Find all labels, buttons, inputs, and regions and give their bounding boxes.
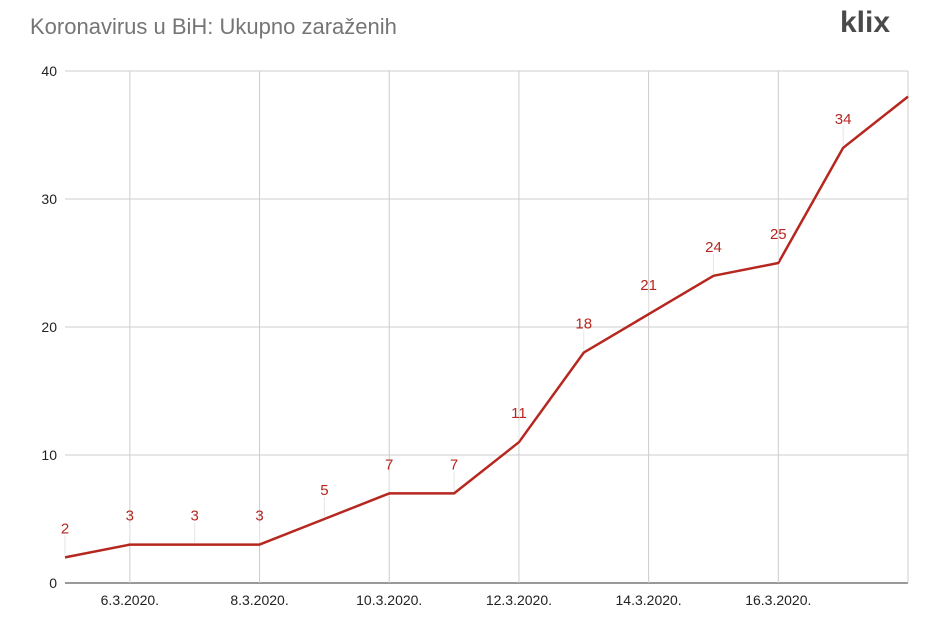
x-tick-label: 8.3.2020. [230, 592, 288, 608]
y-tick-label: 40 [41, 63, 57, 79]
y-tick-label: 20 [41, 319, 57, 335]
y-tick-label: 30 [41, 191, 57, 207]
logo-text: klix [840, 6, 890, 39]
x-tick-label: 10.3.2020. [356, 592, 422, 608]
data-label: 3 [126, 508, 134, 525]
chart-title: Koronavirus u BiH: Ukupno zaraženih [30, 14, 397, 39]
data-label: 24 [705, 239, 722, 256]
data-label: 7 [450, 456, 458, 473]
y-tick-label: 0 [49, 575, 57, 591]
data-label: 34 [835, 111, 852, 128]
x-tick-label: 16.3.2020. [745, 592, 811, 608]
data-label: 18 [575, 316, 592, 333]
y-tick-label: 10 [41, 447, 57, 463]
series-line [64, 95, 909, 559]
data-label: 3 [191, 508, 199, 525]
data-labels: 2 3 3 3 5 7 7 11 18 21 24 25 34 [61, 111, 852, 556]
data-label: 3 [255, 508, 263, 525]
x-tick-labels: 6.3.2020. 8.3.2020. 10.3.2020. 12.3.2020. 14… [101, 592, 812, 608]
x-tick-label: 12.3.2020. [486, 592, 552, 608]
y-tick-labels: 0 10 20 30 40 [41, 63, 57, 591]
data-label: 7 [385, 456, 393, 473]
data-label: 21 [640, 277, 657, 294]
data-series [64, 95, 909, 559]
data-label: 11 [511, 405, 527, 422]
data-label: 2 [61, 520, 69, 537]
data-label: 25 [770, 226, 787, 243]
grid-lines [65, 70, 909, 584]
x-tick-label: 14.3.2020. [616, 592, 682, 608]
data-label: 5 [320, 482, 328, 499]
x-tick-label: 6.3.2020. [101, 592, 159, 608]
klix-logo-icon: klix [840, 6, 890, 39]
